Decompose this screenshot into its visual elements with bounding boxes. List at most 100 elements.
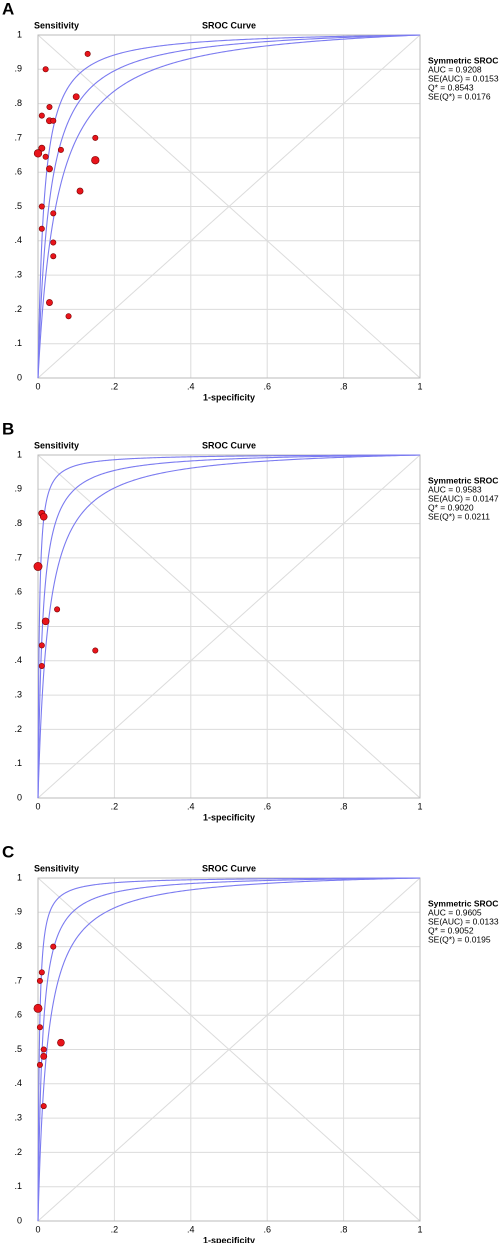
- sroc-curve: [37, 454, 421, 798]
- study-point: [36, 1024, 43, 1031]
- annotation: Q* = 0.9052: [428, 925, 474, 935]
- x-tick-label: .4: [187, 1224, 195, 1234]
- y-tick-label: .5: [14, 1044, 22, 1054]
- y-tick-label: .8: [14, 941, 22, 951]
- study-point: [36, 1061, 43, 1068]
- study-point: [42, 153, 49, 160]
- sroc-curve: [37, 34, 421, 378]
- diagonal: [37, 877, 421, 1222]
- plot-frame: [37, 34, 421, 379]
- y-tick-label: 0: [17, 372, 22, 382]
- x-tick-label: 1: [417, 801, 422, 811]
- plot-frame: [37, 454, 421, 799]
- sroc-curve: [37, 454, 421, 798]
- annotation: SE(AUC) = 0.0133: [428, 916, 499, 926]
- panel-label: A: [2, 0, 14, 18]
- study-point: [92, 647, 99, 654]
- study-point: [54, 606, 61, 613]
- study-point: [92, 134, 99, 141]
- x-tick-label: 1: [417, 1224, 422, 1234]
- study-point: [42, 66, 49, 73]
- x-tick-label: .6: [263, 1224, 271, 1234]
- study-point: [40, 1103, 47, 1110]
- study-point: [46, 165, 53, 173]
- y-tick-label: .7: [14, 552, 22, 562]
- x-tick-label: 0: [35, 1224, 40, 1234]
- y-tick-label: .6: [14, 587, 22, 597]
- study-point: [57, 1038, 65, 1047]
- y-tick-label: .3: [14, 269, 22, 279]
- x-axis-label: 1-specificity: [203, 1235, 255, 1243]
- plot-frame: [37, 877, 421, 1222]
- x-axis-label: 1-specificity: [203, 812, 255, 822]
- y-axis-label: Sensitivity: [34, 20, 79, 30]
- annotation: SE(AUC) = 0.0153: [428, 73, 499, 83]
- y-tick-label: 1: [17, 449, 22, 459]
- study-point: [33, 562, 43, 571]
- study-point: [40, 1046, 47, 1053]
- study-point: [50, 239, 57, 246]
- y-tick-label: .6: [14, 1010, 22, 1020]
- sroc-curve: [37, 34, 421, 379]
- study-point: [39, 512, 48, 521]
- x-tick-label: .2: [111, 1224, 119, 1234]
- annotation: SE(AUC) = 0.0147: [428, 493, 499, 503]
- study-point: [65, 313, 72, 320]
- panel: C Sensitivity SROC Curve 1-specificity 0 .1 .2…: [2, 842, 499, 1243]
- y-tick-label: .4: [14, 235, 22, 245]
- y-tick-label: .9: [14, 64, 22, 74]
- annotation: SE(Q*) = 0.0195: [428, 934, 491, 944]
- study-point: [72, 93, 80, 101]
- study-point: [38, 225, 45, 232]
- panel-label: C: [2, 842, 14, 861]
- y-tick-label: .3: [14, 1112, 22, 1122]
- sroc-curve: [37, 877, 421, 1221]
- annotation: SE(Q*) = 0.0176: [428, 91, 491, 101]
- y-tick-label: .2: [14, 304, 22, 314]
- y-tick-label: .7: [14, 132, 22, 142]
- y-axis-label: Sensitivity: [34, 440, 79, 450]
- annotation: Symmetric SROC: [428, 55, 498, 65]
- x-tick-label: .8: [340, 1224, 348, 1234]
- sroc-curve: [37, 877, 421, 1221]
- panel: B Sensitivity SROC Curve 1-specificity 0 .1 .2…: [2, 419, 499, 822]
- study-point: [38, 969, 45, 976]
- annotation: Symmetric SROC: [428, 475, 498, 485]
- sroc-curve: [37, 877, 421, 1221]
- study-point: [33, 149, 43, 158]
- study-point: [91, 156, 100, 165]
- study-point: [38, 203, 45, 210]
- y-tick-label: .3: [14, 689, 22, 699]
- annotation: SE(Q*) = 0.0211: [428, 511, 490, 521]
- sroc-curve: [37, 454, 421, 798]
- x-tick-label: .4: [187, 381, 195, 391]
- study-point: [38, 112, 45, 119]
- y-tick-label: .4: [14, 1078, 22, 1088]
- x-axis-label: 1-specificity: [203, 392, 255, 402]
- study-point: [57, 146, 64, 153]
- study-point: [50, 253, 57, 260]
- y-tick-label: .5: [14, 621, 22, 631]
- x-tick-label: .8: [340, 381, 348, 391]
- panel: A Sensitivity SROC Curve 1-specificity 0 .1 .2…: [2, 0, 499, 402]
- annotation: Q* = 0.8543: [428, 82, 474, 92]
- y-tick-label: 0: [17, 1215, 22, 1225]
- panel-label: B: [2, 419, 14, 438]
- y-tick-label: .4: [14, 655, 22, 665]
- chart-title: SROC Curve: [202, 863, 256, 873]
- y-tick-label: 1: [17, 872, 22, 882]
- y-axis-label: Sensitivity: [34, 863, 79, 873]
- study-point: [84, 50, 91, 57]
- annotation: AUC = 0.9208: [428, 64, 482, 74]
- y-tick-label: .9: [14, 907, 22, 917]
- chart-title: SROC Curve: [202, 20, 256, 30]
- study-point: [40, 1052, 48, 1060]
- study-point: [38, 144, 46, 152]
- y-tick-label: .1: [14, 758, 22, 768]
- y-tick-label: .2: [14, 724, 22, 734]
- y-tick-label: .1: [14, 338, 22, 348]
- x-tick-label: 0: [35, 381, 40, 391]
- study-point: [50, 943, 57, 950]
- x-tick-label: .6: [263, 381, 271, 391]
